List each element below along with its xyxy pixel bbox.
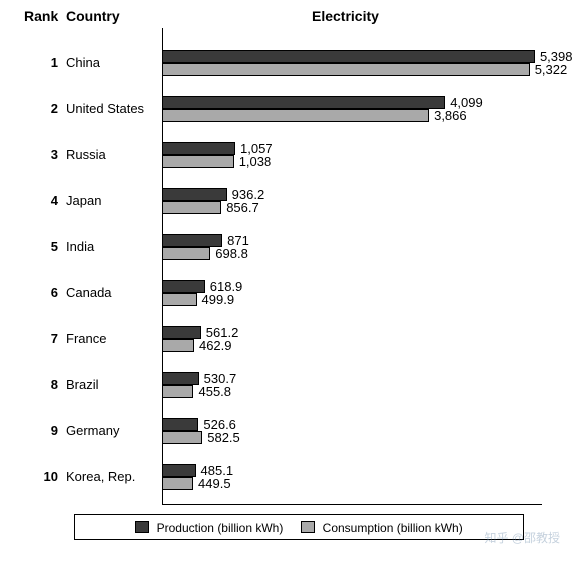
bar-production — [162, 188, 227, 201]
bar-consumption — [162, 63, 530, 76]
row-3: 3Russia1,0571,038 — [0, 132, 572, 178]
value-consumption: 449.5 — [198, 476, 231, 491]
rank-label: 1 — [0, 55, 58, 70]
value-consumption: 1,038 — [239, 154, 272, 169]
country-label: Canada — [66, 285, 112, 300]
row-6: 6Canada618.9499.9 — [0, 270, 572, 316]
bar-consumption — [162, 293, 197, 306]
bar-production — [162, 50, 535, 63]
bar-consumption — [162, 477, 193, 490]
rank-label: 2 — [0, 101, 58, 116]
rank-label: 5 — [0, 239, 58, 254]
row-4: 4Japan936.2856.7 — [0, 178, 572, 224]
bar-production — [162, 280, 205, 293]
bar-consumption — [162, 339, 194, 352]
watermark-text: 知乎 @邵教授 — [484, 529, 560, 546]
country-label: Brazil — [66, 377, 99, 392]
country-label: Russia — [66, 147, 106, 162]
value-consumption: 582.5 — [207, 430, 240, 445]
value-consumption: 3,866 — [434, 108, 467, 123]
legend-swatch-production — [135, 521, 149, 533]
header-country: Country — [66, 8, 120, 24]
country-label: Germany — [66, 423, 119, 438]
rank-label: 9 — [0, 423, 58, 438]
row-10: 10Korea, Rep.485.1449.5 — [0, 454, 572, 500]
x-axis-line — [162, 504, 542, 505]
country-label: Japan — [66, 193, 101, 208]
row-9: 9Germany526.6582.5 — [0, 408, 572, 454]
rank-label: 6 — [0, 285, 58, 300]
country-label: France — [66, 331, 106, 346]
bar-production — [162, 96, 445, 109]
electricity-chart: Rank Country Electricity 1China5,3985,32… — [0, 0, 572, 564]
value-consumption: 455.8 — [198, 384, 231, 399]
legend-item-consumption: Consumption (billion kWh) — [301, 520, 462, 535]
bar-consumption — [162, 155, 234, 168]
bar-consumption — [162, 201, 221, 214]
country-label: China — [66, 55, 100, 70]
bar-production — [162, 464, 196, 477]
country-label: Korea, Rep. — [66, 469, 135, 484]
value-consumption: 499.9 — [202, 292, 235, 307]
chart-title: Electricity — [312, 8, 379, 24]
country-label: India — [66, 239, 94, 254]
legend-label-consumption: Consumption (billion kWh) — [323, 520, 463, 534]
bar-consumption — [162, 247, 210, 260]
row-2: 2United States4,0993,866 — [0, 86, 572, 132]
legend-label-production: Production (billion kWh) — [157, 520, 284, 534]
country-label: United States — [66, 101, 144, 116]
header-rank: Rank — [24, 8, 58, 24]
legend-box: Production (billion kWh) Consumption (bi… — [74, 514, 524, 540]
row-7: 7France561.2462.9 — [0, 316, 572, 362]
value-consumption: 698.8 — [215, 246, 248, 261]
rank-label: 4 — [0, 193, 58, 208]
rank-label: 10 — [0, 469, 58, 484]
bar-production — [162, 142, 235, 155]
row-5: 5India871698.8 — [0, 224, 572, 270]
value-consumption: 5,322 — [535, 62, 568, 77]
bar-consumption — [162, 109, 429, 122]
row-8: 8Brazil530.7455.8 — [0, 362, 572, 408]
bar-production — [162, 234, 222, 247]
value-consumption: 462.9 — [199, 338, 232, 353]
value-consumption: 856.7 — [226, 200, 259, 215]
bar-production — [162, 418, 198, 431]
legend-swatch-consumption — [301, 521, 315, 533]
bar-consumption — [162, 431, 202, 444]
bar-consumption — [162, 385, 193, 398]
row-1: 1China5,3985,322 — [0, 40, 572, 86]
legend-item-production: Production (billion kWh) — [135, 520, 283, 535]
rank-label: 8 — [0, 377, 58, 392]
bar-production — [162, 326, 201, 339]
rank-label: 3 — [0, 147, 58, 162]
rank-label: 7 — [0, 331, 58, 346]
bar-production — [162, 372, 199, 385]
